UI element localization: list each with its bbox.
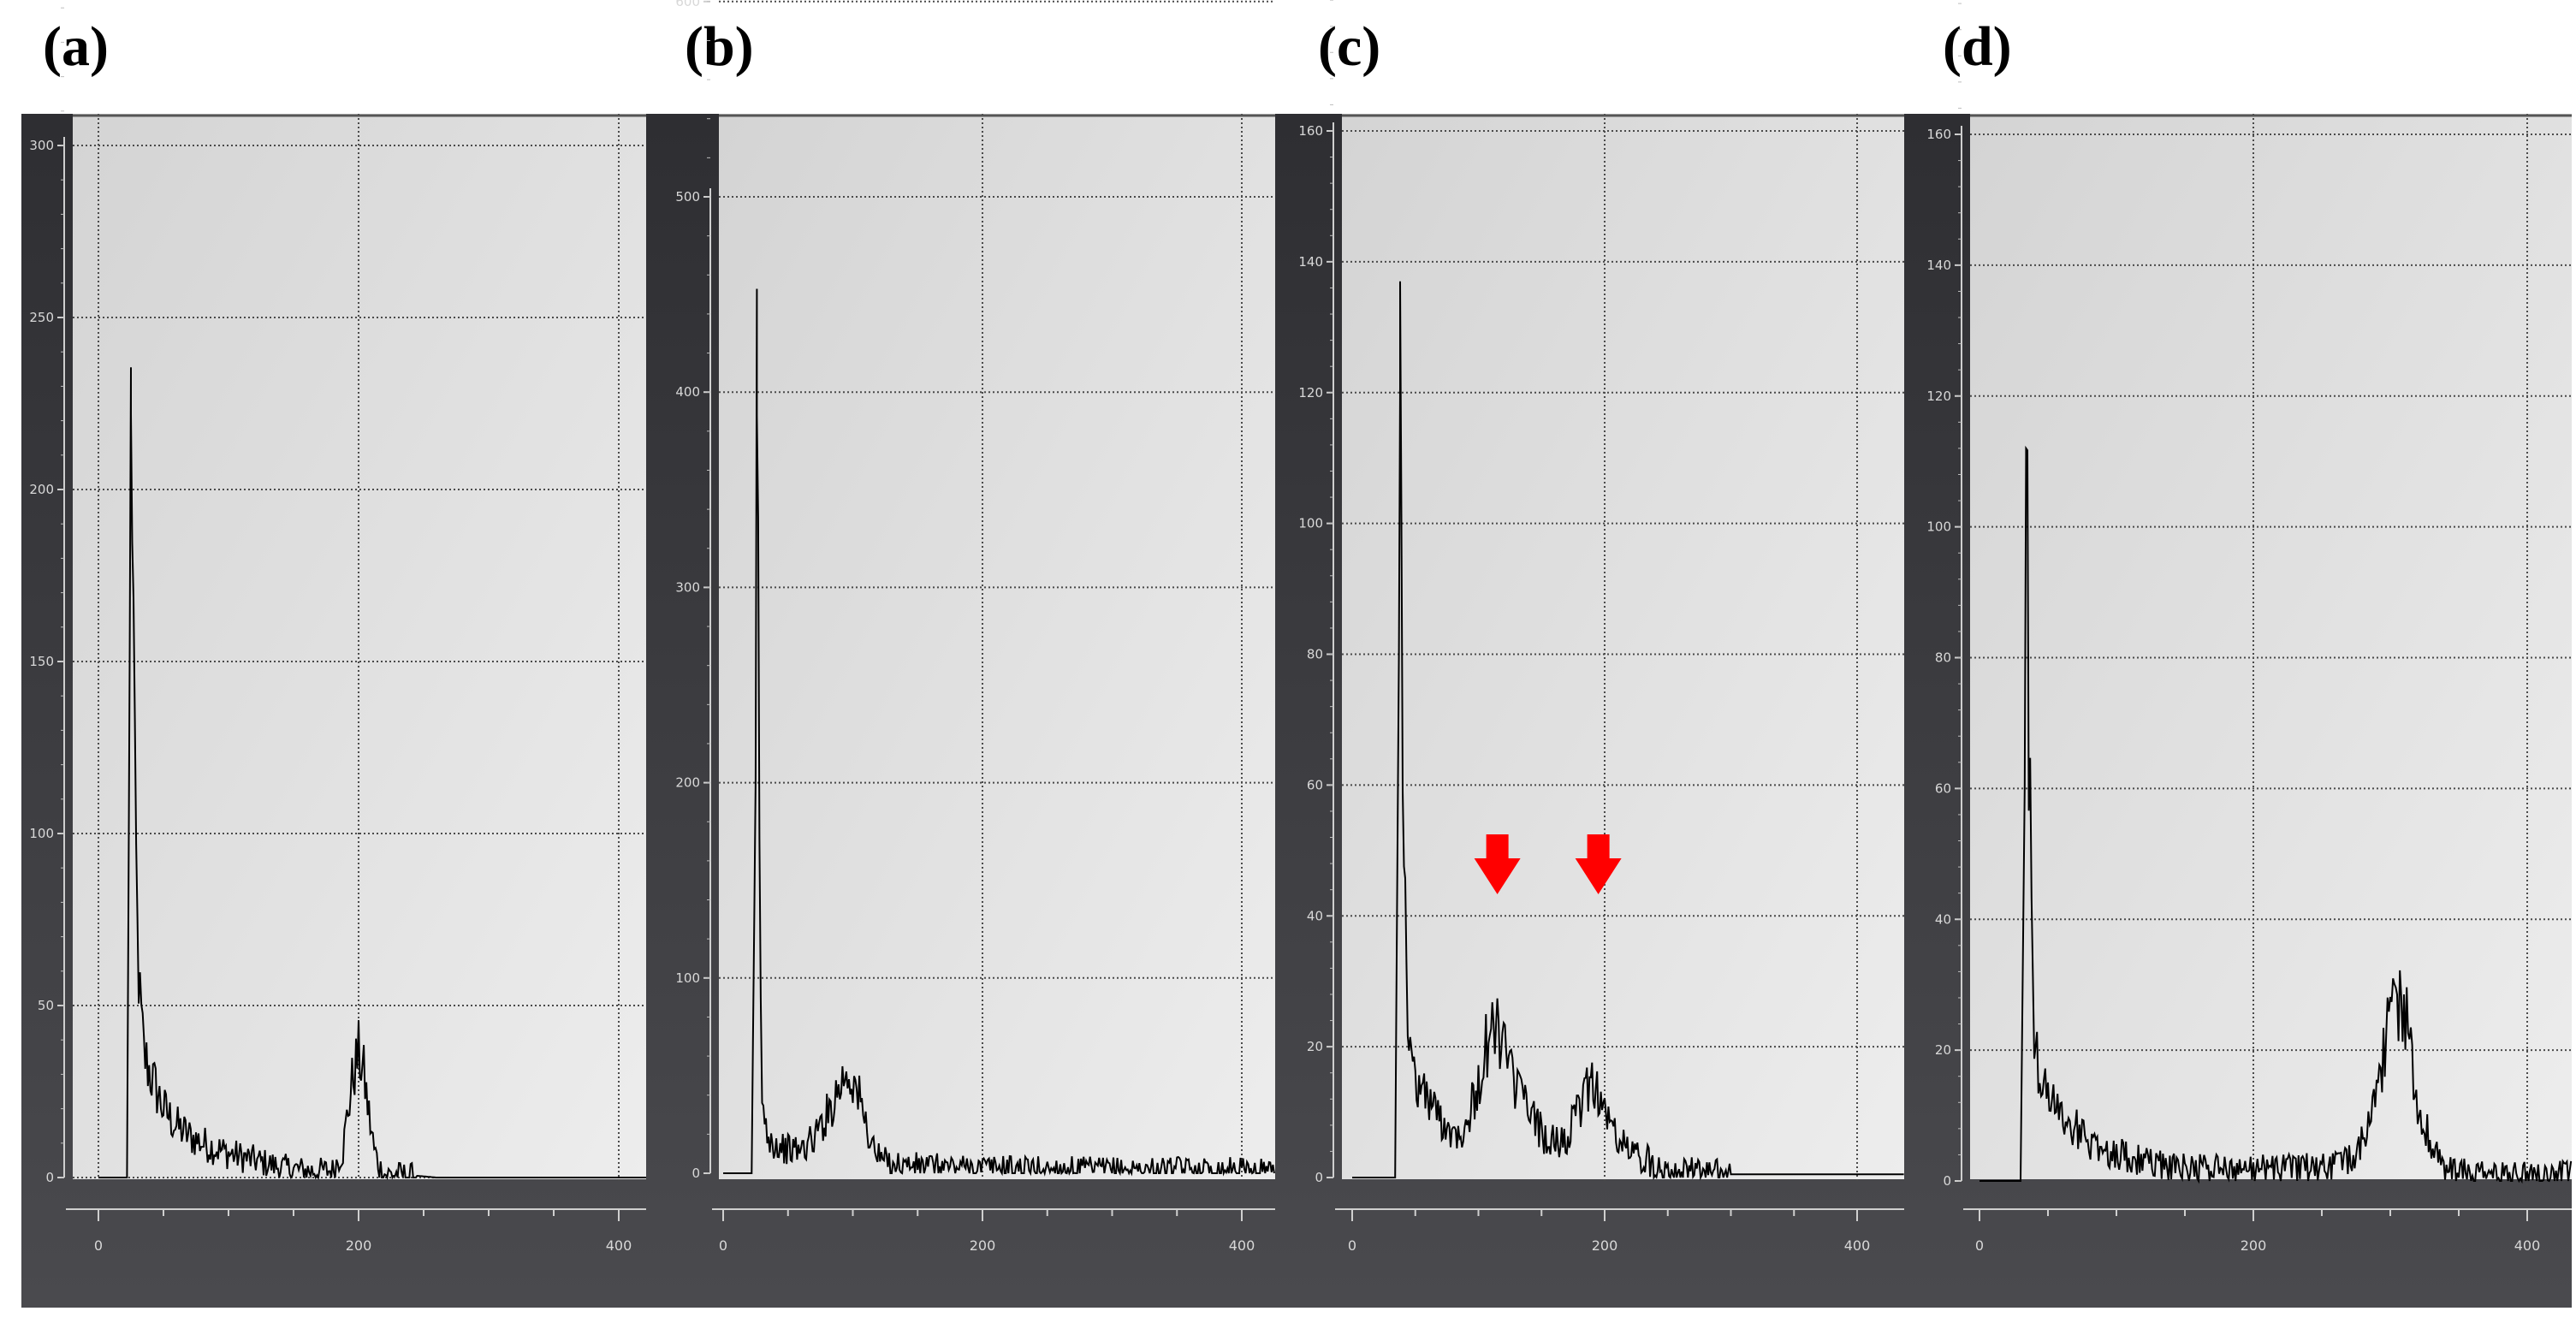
y-tick-label: 100: [675, 970, 700, 986]
plot-area: [1970, 114, 2572, 1179]
y-tick-label: 200: [675, 775, 700, 791]
y-tick-label: 0: [1315, 1170, 1323, 1185]
panel-b: 0 100 200 300 400 500 600 0 200 400: [646, 0, 1275, 1308]
y-tick-label: 40: [1307, 908, 1323, 923]
x-tick-label: 400: [1844, 1237, 1871, 1254]
x-tick-label: 200: [970, 1237, 996, 1254]
panel-label-d: (d): [1943, 15, 2012, 78]
y-tick-label: 60: [1935, 780, 1951, 796]
y-tick-label: 60: [1307, 777, 1323, 792]
histogram-trace: [1352, 281, 1904, 1181]
y-tick-label: 250: [29, 310, 54, 325]
plot-area: [1342, 114, 1904, 1179]
panel-c: 0 20 40 60 80 100 120 140 160 0 200 400: [1275, 0, 1904, 1308]
y-tick-label: 20: [1307, 1039, 1323, 1054]
panel-label-b: (b): [685, 15, 754, 78]
plot-area: [73, 114, 646, 1179]
panel-label-a: (a): [43, 15, 109, 78]
y-tick-label: 50: [38, 998, 54, 1013]
x-tick-label: 0: [94, 1237, 103, 1254]
y-tick-label: 100: [29, 826, 54, 841]
y-tick-label: 400: [675, 384, 700, 400]
y-tick-label: 0: [45, 1170, 54, 1185]
red-arrow-icon: [1474, 834, 1521, 894]
y-tick-label: 80: [1935, 650, 1951, 666]
histogram-trace: [723, 288, 1275, 1177]
x-tick-label: 200: [2241, 1237, 2267, 1254]
histogram-trace: [98, 367, 646, 1181]
y-tick-label: 600: [675, 0, 700, 9]
y-tick-label: 300: [29, 138, 54, 153]
y-tick-label: 140: [1298, 254, 1323, 270]
y-tick-label: 200: [29, 482, 54, 497]
y-tick-label: 300: [675, 579, 700, 595]
plot-area: [719, 114, 1275, 1179]
panel-d: 0 20 40 60 80 100 120 140 160 0 200 400: [1904, 3, 2573, 1308]
x-tick-label: 200: [346, 1237, 372, 1254]
y-tick-label: 40: [1935, 911, 1951, 927]
y-tick-label: 0: [691, 1166, 700, 1181]
x-tick-label: 400: [2514, 1237, 2541, 1254]
y-tick-label: 0: [1943, 1173, 1951, 1189]
y-tick-label: 140: [1926, 258, 1951, 273]
y-tick-label: 120: [1926, 389, 1951, 404]
y-tick-label: 500: [675, 189, 700, 205]
x-tick-label: 400: [1229, 1237, 1255, 1254]
x-tick-label: 200: [1592, 1237, 1618, 1254]
panel-label-c: (c): [1318, 15, 1381, 78]
x-tick-label: 400: [606, 1237, 632, 1254]
y-tick-label: 20: [1935, 1042, 1951, 1058]
y-tick-label: 80: [1307, 647, 1323, 662]
histogram-trace: [1979, 445, 2573, 1184]
x-tick-label: 0: [1348, 1237, 1356, 1254]
y-tick-label: 150: [29, 654, 54, 669]
x-tick-label: 0: [719, 1237, 727, 1254]
y-tick-label: 160: [1298, 123, 1323, 139]
y-tick-label: 160: [1926, 127, 1951, 142]
y-tick-label: 100: [1298, 516, 1323, 531]
y-tick-label: 120: [1298, 385, 1323, 400]
panel-a: 0 50 100 150 200 250 300 0 200 400: [21, 7, 646, 1308]
x-tick-label: 0: [1975, 1237, 1984, 1254]
red-arrow-icon: [1575, 834, 1622, 894]
y-tick-label: 100: [1926, 519, 1951, 535]
